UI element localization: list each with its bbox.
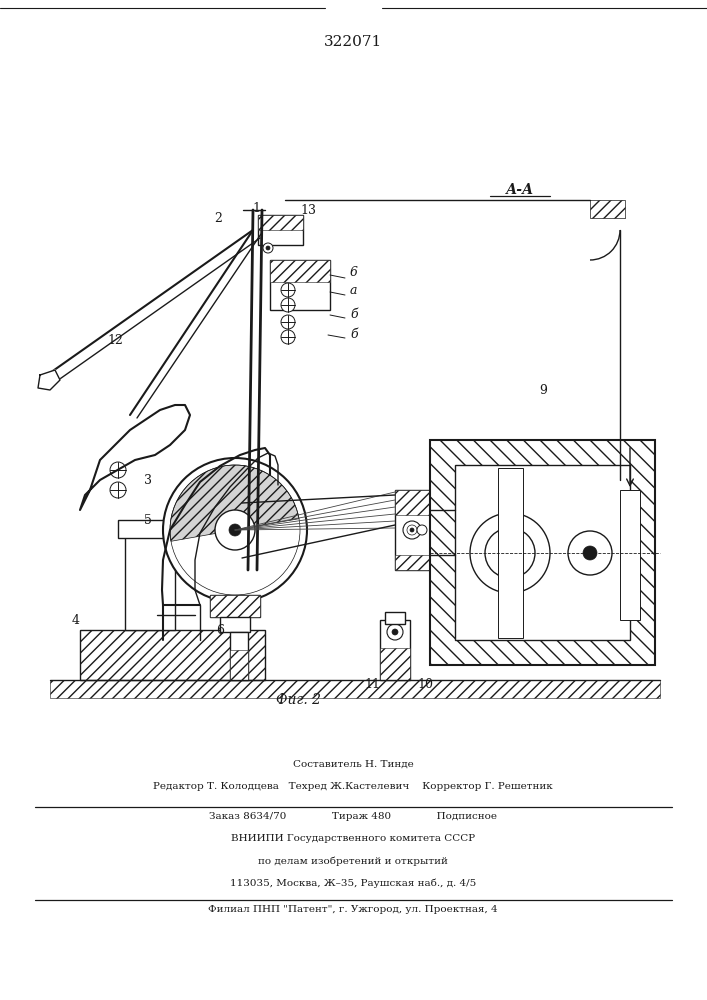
Bar	[455, 465, 630, 640]
Circle shape	[407, 525, 417, 535]
Wedge shape	[170, 465, 299, 541]
Text: 3: 3	[144, 474, 152, 487]
Circle shape	[485, 528, 535, 578]
Text: Заказ 8634/70              Тираж 480              Подписное: Заказ 8634/70 Тираж 480 Подписное	[209, 812, 497, 821]
Circle shape	[583, 546, 597, 560]
Bar	[395, 490, 430, 515]
Text: 13: 13	[300, 204, 316, 217]
Text: Фиг. 2: Фиг. 2	[276, 693, 320, 707]
Circle shape	[387, 624, 403, 640]
Circle shape	[110, 462, 126, 478]
Circle shape	[281, 283, 295, 297]
Text: 2: 2	[214, 212, 222, 225]
Circle shape	[281, 315, 295, 329]
Bar	[220, 617, 250, 632]
Bar	[620, 490, 640, 620]
Bar	[270, 260, 330, 282]
Bar	[385, 612, 405, 624]
Bar	[380, 648, 410, 680]
Bar	[118, 520, 183, 538]
Bar	[50, 680, 660, 698]
Bar	[80, 630, 265, 680]
Bar	[270, 260, 330, 310]
Bar	[230, 650, 248, 680]
Circle shape	[403, 521, 421, 539]
Circle shape	[110, 482, 126, 498]
Circle shape	[281, 298, 295, 312]
Text: 322071: 322071	[324, 35, 382, 49]
Text: 4: 4	[72, 613, 80, 626]
Bar	[210, 595, 260, 617]
Text: ВНИИПИ Государственного комитета СССР: ВНИИПИ Государственного комитета СССР	[231, 834, 475, 843]
Circle shape	[568, 531, 612, 575]
Bar	[125, 530, 175, 630]
Bar	[210, 595, 260, 617]
Text: Филиал ПНП "Патент", г. Ужгород, ул. Проектная, 4: Филиал ПНП "Патент", г. Ужгород, ул. Про…	[208, 905, 498, 914]
Circle shape	[470, 513, 550, 593]
Bar	[258, 215, 303, 230]
Circle shape	[229, 524, 241, 536]
Text: 113035, Москва, Ж–35, Раушская наб., д. 4/5: 113035, Москва, Ж–35, Раушская наб., д. …	[230, 878, 476, 888]
Bar	[258, 215, 303, 245]
Text: Редактор Т. Колодцева   Техред Ж.Кастелевич    Корректор Г. Решетник: Редактор Т. Колодцева Техред Ж.Кастелеви…	[153, 782, 553, 791]
Circle shape	[266, 246, 270, 250]
Bar	[395, 555, 430, 570]
Circle shape	[410, 528, 414, 532]
Circle shape	[281, 330, 295, 344]
Bar	[590, 200, 625, 218]
Text: а: а	[350, 284, 358, 298]
Text: 5: 5	[144, 514, 152, 526]
Text: 6: 6	[350, 265, 358, 278]
Text: б: б	[350, 308, 358, 322]
Bar	[430, 440, 655, 665]
Text: 10: 10	[417, 678, 433, 692]
Circle shape	[263, 243, 273, 253]
Text: 9: 9	[539, 383, 547, 396]
Circle shape	[215, 510, 255, 550]
Bar	[380, 620, 410, 680]
Bar	[230, 632, 248, 680]
Circle shape	[417, 525, 427, 535]
Text: 1: 1	[252, 202, 260, 215]
Bar	[498, 468, 523, 638]
Text: 11: 11	[364, 678, 380, 692]
Text: 12: 12	[107, 334, 123, 347]
Text: по делам изобретений и открытий: по делам изобретений и открытий	[258, 856, 448, 865]
Circle shape	[392, 629, 398, 635]
Polygon shape	[38, 370, 60, 390]
Bar	[395, 490, 430, 570]
Circle shape	[502, 545, 518, 561]
Text: А-А: А-А	[506, 183, 534, 197]
Text: Составитель Н. Тинде: Составитель Н. Тинде	[293, 760, 414, 769]
Circle shape	[163, 458, 307, 602]
Text: б: б	[350, 328, 358, 342]
Text: 6: 6	[216, 624, 224, 637]
